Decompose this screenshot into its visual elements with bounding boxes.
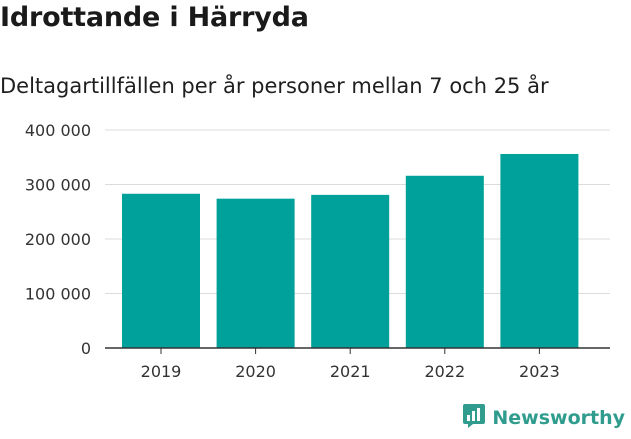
- y-tick-label: 200 000: [25, 230, 91, 249]
- y-tick-label: 100 000: [25, 285, 91, 304]
- y-tick-label: 300 000: [25, 176, 91, 195]
- bar-2020: [216, 198, 295, 348]
- y-tick-label: 0: [81, 339, 91, 358]
- brand-name: Newsworthy: [492, 407, 625, 429]
- tick-labels: 0 100 000 200 000 300 000 400 000 2019 2020 202…: [25, 121, 560, 381]
- x-tick-label: 2022: [424, 362, 465, 381]
- bar-2019: [122, 193, 200, 348]
- x-tick-label: 2019: [141, 362, 182, 381]
- x-tick-label: 2020: [235, 362, 276, 381]
- x-tick-label: 2021: [330, 362, 371, 381]
- x-tick-label: 2023: [519, 362, 560, 381]
- bar-2022: [405, 175, 484, 348]
- bars: [122, 153, 579, 348]
- axes: [105, 347, 610, 354]
- newsworthy-brand: Newsworthy: [462, 403, 625, 433]
- newsworthy-logo-icon: [462, 403, 486, 433]
- chart-subtitle: Deltagartillfällen per år personer mella…: [0, 74, 549, 98]
- bar-2021: [311, 194, 390, 348]
- bar-2023: [500, 153, 579, 348]
- y-tick-label: 400 000: [25, 121, 91, 140]
- chart-title: Idrottande i Härryda: [0, 2, 309, 33]
